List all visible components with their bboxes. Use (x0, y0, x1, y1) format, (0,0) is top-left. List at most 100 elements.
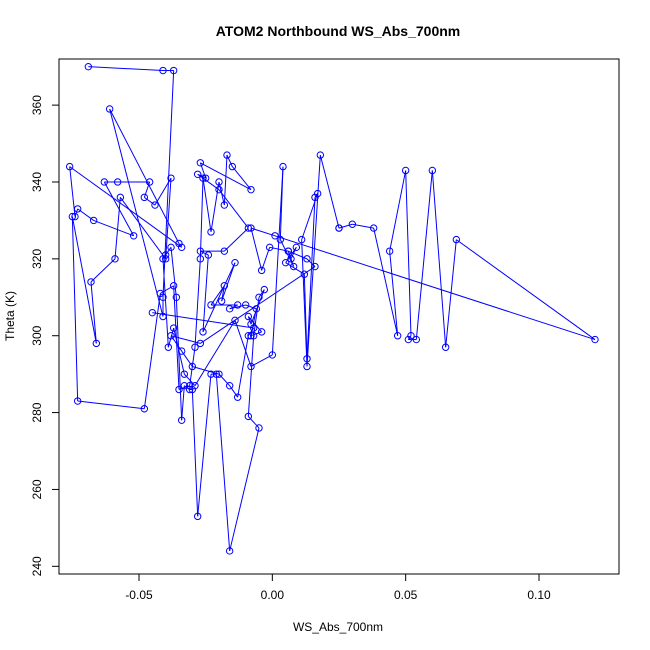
series-line-segment (93, 219, 134, 237)
data-point (300, 270, 309, 278)
data-point (159, 312, 167, 321)
y-tick-label: 340 (30, 172, 44, 192)
series-line-segment (221, 285, 225, 302)
data-point (223, 151, 231, 159)
y-tick-label: 280 (30, 402, 44, 422)
data-point (271, 232, 279, 240)
data-point (196, 247, 205, 255)
series-line-segment (218, 189, 249, 229)
series-line-segment (247, 327, 255, 337)
series-line-segment (415, 170, 433, 340)
data-point (257, 328, 266, 336)
y-axis-label: Theta (K) (3, 291, 17, 341)
series-line-segment (234, 320, 252, 367)
series-line-segment (287, 251, 292, 260)
data-point (260, 285, 269, 294)
data-point (255, 424, 263, 432)
series-line-segment (261, 247, 271, 271)
data-point (404, 335, 413, 344)
series-line-segment (250, 354, 273, 367)
series-line-segment (245, 304, 257, 310)
series-line-segment (202, 178, 212, 233)
series-line-segment (90, 258, 116, 283)
data-point (159, 255, 167, 263)
data-point (244, 224, 253, 232)
data-point (207, 370, 215, 378)
data-point (92, 339, 101, 348)
data-point (111, 255, 119, 263)
data-point (151, 201, 159, 209)
y-tick-label: 300 (30, 325, 44, 345)
y-tick-label: 360 (30, 95, 44, 115)
data-point (129, 232, 138, 240)
series-line-segment (194, 320, 236, 386)
data-point (89, 216, 98, 225)
series-line-segment (247, 416, 260, 429)
series-line-segment (250, 227, 276, 237)
data-point (215, 185, 223, 194)
data-point (287, 255, 295, 263)
series-line-segment (175, 297, 183, 421)
data-point (84, 62, 93, 71)
series-line-segment (143, 293, 161, 409)
data-point (161, 255, 170, 263)
data-point (428, 166, 437, 175)
data-point (196, 255, 205, 263)
series-line-segment (231, 166, 252, 190)
data-point (73, 397, 82, 405)
series-line-segment (279, 166, 284, 240)
data-point (68, 212, 77, 221)
data-point (284, 247, 293, 255)
series-line-segment (69, 166, 182, 248)
data-point (113, 178, 122, 186)
data-point (591, 335, 599, 344)
data-point (140, 193, 149, 202)
series-line-segment (202, 262, 236, 333)
data-point (177, 416, 186, 424)
data-point (140, 405, 149, 413)
data-point (191, 343, 199, 351)
series-line-segment (197, 173, 220, 191)
series-line-segment (210, 285, 225, 306)
data-point (249, 332, 258, 340)
data-point (228, 162, 237, 171)
series-line-segment (144, 196, 156, 206)
x-tick-label: -0.05 (125, 588, 153, 602)
data-point (172, 293, 181, 301)
data-point (452, 235, 461, 244)
data-point (225, 547, 234, 555)
data-point (225, 305, 234, 313)
series-line-segment (181, 385, 185, 421)
data-point (199, 328, 207, 336)
data-point (217, 297, 226, 305)
data-point (87, 278, 95, 286)
data-point (233, 301, 242, 309)
data-point (169, 282, 178, 290)
data-point (303, 362, 311, 371)
data-point (241, 301, 250, 309)
data-point (177, 243, 186, 252)
data-point (225, 381, 234, 390)
series-line-segment (258, 289, 265, 298)
data-point (196, 159, 205, 167)
data-point (311, 262, 319, 271)
data-point (247, 362, 255, 371)
data-point (385, 247, 394, 255)
x-tick-label: 0.05 (394, 588, 418, 602)
data-point (177, 347, 186, 355)
y-tick-label: 240 (30, 556, 44, 576)
series-line-segment (165, 178, 172, 259)
data-point (303, 255, 311, 263)
series-line-segment (306, 197, 316, 359)
data-point (313, 189, 322, 198)
series-line-segment (109, 108, 164, 317)
data-point (185, 385, 194, 394)
data-point (180, 370, 189, 378)
x-axis-label: WS_Abs_700nm (293, 620, 383, 634)
series-line-segment (373, 227, 399, 336)
data-point (265, 243, 274, 252)
data-point (220, 282, 229, 290)
data-point (276, 235, 285, 244)
data-point (175, 385, 183, 394)
